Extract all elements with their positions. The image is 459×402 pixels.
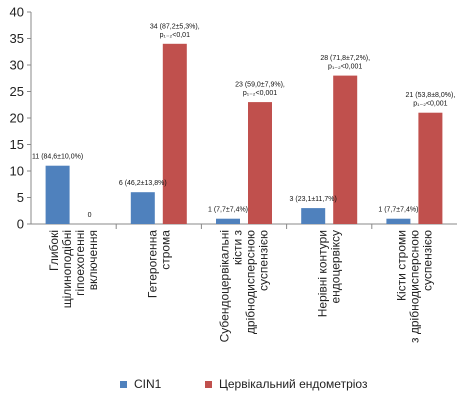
category-label-line: Кісти строми [394,230,408,301]
category-label-line: з дрібнодисперсною [407,230,421,343]
legend-swatch-2 [205,381,212,388]
legend: CIN1 Цервікальний ендометріоз [120,377,368,391]
data-label: 28 (71,8±7,2%), [320,55,370,62]
category-label-4: Нерівні контури ендоцервіксу [316,230,343,317]
category-label-line: ендоцервіксу [329,230,343,304]
category-label-line: Субендоцервікальні [218,230,232,342]
data-label: 11 (84,6±10,0%) [32,154,83,161]
data-label: p₁₋₂<0,001 [413,101,447,108]
bar-cin1-5 [386,218,411,224]
data-label: p₁₋₂<0,001 [328,64,362,71]
category-label-line: включення [86,230,100,290]
legend-label-1: CIN1 [134,377,162,391]
data-label: 1 (7,7±7,4%) [208,207,248,214]
data-label: p₁₋₂<0,01 [160,32,190,39]
y-tick-label: 15 [10,137,24,152]
category-label-line: щілиноподібні [60,230,74,308]
category-label-line: гіпоехогенні [73,230,87,296]
data-label: 6 (46,2±13,8%) [119,180,167,187]
bar-endometriosis-3 [248,102,272,224]
data-label: 0 [88,212,92,219]
bar-cin1-3 [216,218,240,224]
category-label-line: строма [158,230,172,270]
category-label-line: Гетерогенна [145,230,159,298]
y-tick-label: 10 [10,164,24,179]
category-label-1: Глибокі щілиноподібні гіпоехогенні включенн… [47,230,100,308]
bar-cin1-4 [301,208,326,224]
y-tick-label: 35 [10,31,24,46]
legend-swatch-1 [120,381,127,388]
y-tick-label: 20 [10,111,24,126]
category-labels: Глибокі щілиноподібні гіпоехогенні включенн… [47,230,434,343]
data-label: 3 (23,1±11,7%) [290,196,337,203]
bar-endometriosis-5 [418,112,443,224]
data-labels: 11 (84,6±10,0%) 0 6 (46,2±13,8%) 34 (87,2±5… [32,23,455,219]
category-label-5: Кісти строми з дрібнодисперсною суспензією [394,230,434,343]
y-tick-label: 40 [10,5,24,20]
y-tick-label: 25 [10,84,24,99]
bars [45,43,443,224]
data-label: 34 (87,2±5,3%), [150,23,200,30]
category-label-line: Глибокі [47,230,61,271]
bar-cin1-1 [45,165,70,224]
legend-label-2: Цервікальний ендометріоз [219,377,368,391]
category-label-line: Нерівні контури [316,230,330,317]
category-label-line: кісти з [231,230,245,265]
data-label: 21 (53,8±8,0%), [406,92,456,99]
y-tick-label: 0 [17,217,24,232]
bar-endometriosis-2 [162,43,187,224]
data-label: 23 (59,0±7,9%), [235,82,285,89]
bar-endometriosis-4 [333,75,358,224]
category-label-line: суспензією [257,230,271,291]
data-label: 1 (7,7±7,4%) [378,207,418,214]
y-tick-label: 30 [10,58,24,73]
data-label: p₁₋₂<0,001 [243,90,277,97]
category-label-3: Субендоцервікальні кісти з дрібнодисперсно… [218,230,271,343]
category-label-line: дрібнодисперсною [244,230,258,334]
y-axis: 0 5 10 15 20 25 30 35 40 [10,5,457,232]
y-tick-label: 5 [17,190,24,205]
category-label-2: Гетерогенна строма [145,230,172,298]
bar-cin1-2 [130,192,155,224]
category-label-line: суспензією [420,230,434,291]
